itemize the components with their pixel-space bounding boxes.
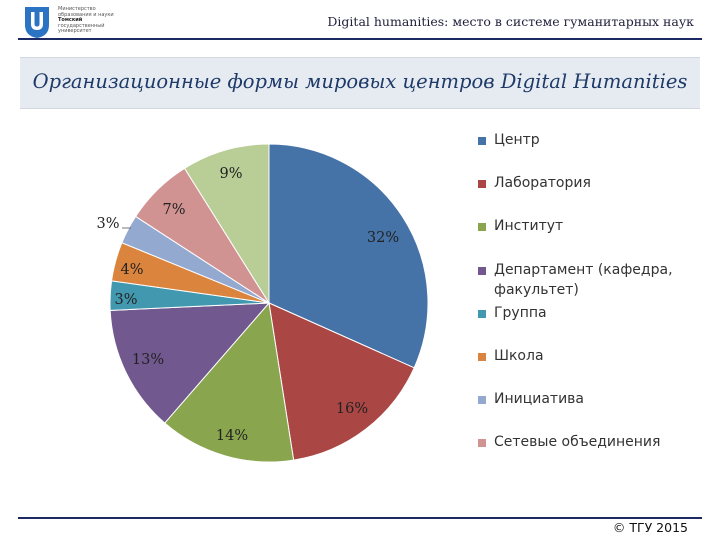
legend-label: Инициатива	[494, 391, 585, 407]
copyright: © ТГУ 2015	[612, 520, 688, 535]
legend-label: Институт	[494, 218, 564, 234]
legend-label: Лаборатория	[494, 175, 591, 191]
pie-slice	[183, 143, 270, 305]
logo-line: университет	[58, 28, 92, 35]
university-logo: Министерство образования и науки Томский…	[22, 5, 132, 43]
slide-title: Организационные формы мировых центров Di…	[32, 70, 688, 93]
legend-label: Школа	[494, 348, 544, 364]
slice-data-label: 3%	[96, 216, 119, 232]
title-band: Организационные формы мировых центров Di…	[20, 57, 700, 109]
top-divider	[18, 38, 702, 40]
tsu-logo-icon	[25, 7, 49, 38]
legend-swatch	[478, 353, 486, 361]
legend-swatch	[478, 439, 486, 447]
logo-line: образования и науки	[58, 11, 114, 18]
legend-swatch	[478, 180, 486, 188]
legend-swatch	[478, 267, 486, 275]
legend-label: Группа	[494, 305, 547, 321]
pie-slice	[268, 143, 429, 369]
pie-chart: 32% 16% 14% 13% 3% 4% 3% 7% 9%	[96, 143, 429, 463]
legend-label: Сетевые объединения	[494, 434, 661, 450]
slice-data-label: 3%	[114, 292, 137, 308]
logo-line: Министерство	[58, 6, 96, 12]
legend-label: Департамент (кафедра, факультет)	[494, 262, 673, 298]
pie-slice	[109, 302, 271, 424]
slice-data-label: 16%	[336, 401, 368, 417]
legend-swatch	[478, 223, 486, 231]
legend-swatch	[478, 310, 486, 318]
slice-data-label: 7%	[162, 202, 185, 218]
slice-data-label: 14%	[216, 428, 248, 444]
legend-label: Центр	[494, 132, 540, 148]
slice-data-label: 32%	[367, 230, 399, 246]
logo-line: государственный	[58, 22, 105, 29]
header-title: Digital humanities: место в системе гума…	[327, 14, 694, 29]
slice-data-label: 4%	[120, 262, 143, 278]
bottom-divider	[18, 517, 702, 519]
slice-data-label: 13%	[132, 352, 164, 368]
logo-caption: Министерство образования и науки Томский…	[58, 6, 138, 35]
pie-slice	[164, 301, 295, 463]
slice-data-label: 9%	[219, 166, 242, 182]
logo-line: Томский	[58, 17, 83, 24]
legend-swatch	[478, 396, 486, 404]
legend-swatch	[478, 137, 486, 145]
pie-slice	[268, 302, 415, 461]
